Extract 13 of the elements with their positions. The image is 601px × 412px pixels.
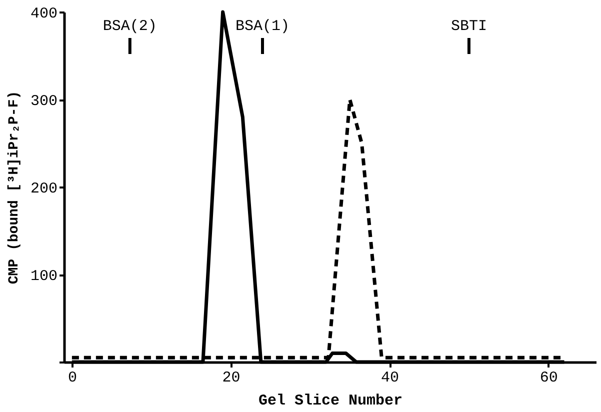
y-axis-title: CMP (bound [³H]iPr₂P-F) [6, 90, 22, 284]
ref-line-label: BSA(1) [236, 18, 290, 35]
x-tick-label: 40 [381, 370, 400, 386]
y-tick-label: 100 [30, 268, 58, 285]
x-tick-label: 0 [68, 370, 77, 386]
x-axis-title: Gel Slice Number [258, 392, 403, 410]
y-tick-label: 200 [30, 180, 58, 198]
ref-line-label: SBTI [450, 18, 487, 35]
y-tick-label: 400 [30, 6, 58, 22]
y-tick-label: 300 [30, 93, 58, 110]
x-tick-label: 60 [540, 370, 558, 386]
ref-line-label: BSA(2) [102, 18, 157, 35]
x-tick-label: 20 [222, 370, 240, 386]
